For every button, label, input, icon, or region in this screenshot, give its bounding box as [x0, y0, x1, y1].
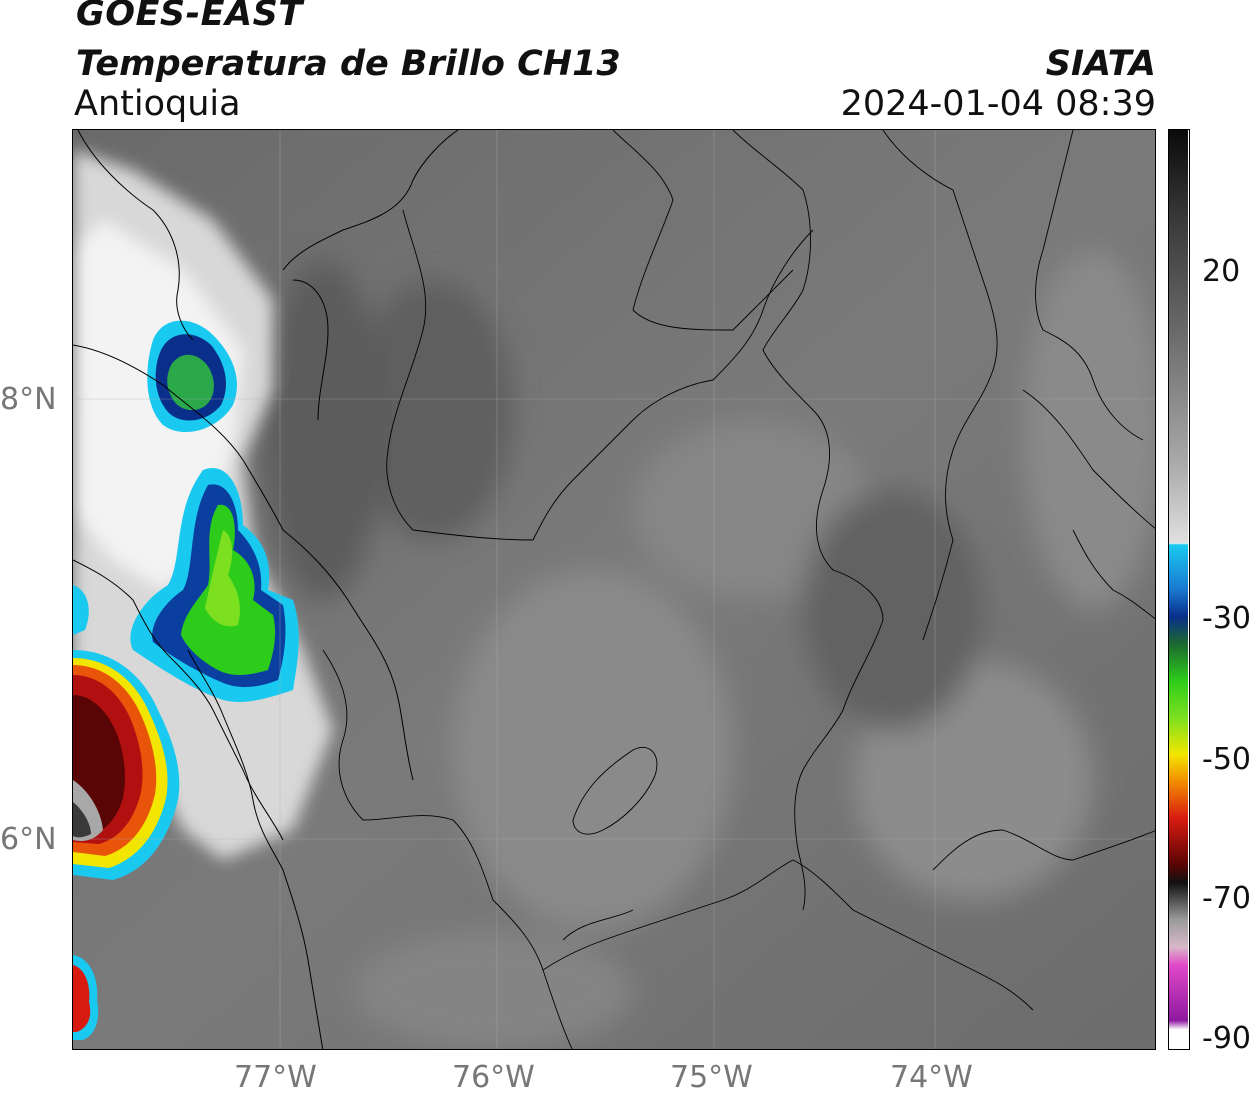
region-subtitle: Antioquia	[74, 84, 241, 124]
lon-label-75w: 75°W	[670, 1060, 753, 1095]
credit-label: SIATA	[1045, 44, 1156, 84]
colorbar-tick-minus50: -50	[1202, 742, 1251, 777]
satellite-map[interactable]	[72, 129, 1156, 1050]
colorbar-tick-20: 20	[1202, 254, 1241, 289]
boundaries	[322, 130, 1155, 1049]
colorbar-scale	[1169, 130, 1188, 1048]
texture-patches	[263, 250, 1155, 1049]
lat-label-6n: 6°N	[0, 822, 57, 857]
lon-label-76w: 76°W	[452, 1060, 535, 1095]
lon-label-74w: 74°W	[890, 1060, 973, 1095]
colorbar-tick-minus30: -30	[1202, 601, 1251, 636]
colorbar-tick-minus70: -70	[1202, 881, 1251, 916]
storm-cell-small	[73, 585, 99, 1040]
colorbar-tick-minus90: -90	[1202, 1021, 1251, 1056]
product-title: Temperatura de Brillo CH13	[76, 44, 621, 84]
satellite-title: GOES-EAST	[76, 0, 303, 34]
map-image	[73, 130, 1155, 1049]
lat-label-8n: 8°N	[0, 382, 57, 417]
storm-cell-south	[73, 650, 180, 880]
graticule	[73, 130, 1155, 1049]
storm-cell-middle	[130, 468, 299, 702]
temperature-colorbar	[1168, 129, 1190, 1050]
coastline	[73, 130, 459, 1049]
lon-label-77w: 77°W	[234, 1060, 317, 1095]
datetime-label: 2024-01-04 08:39	[840, 84, 1156, 124]
